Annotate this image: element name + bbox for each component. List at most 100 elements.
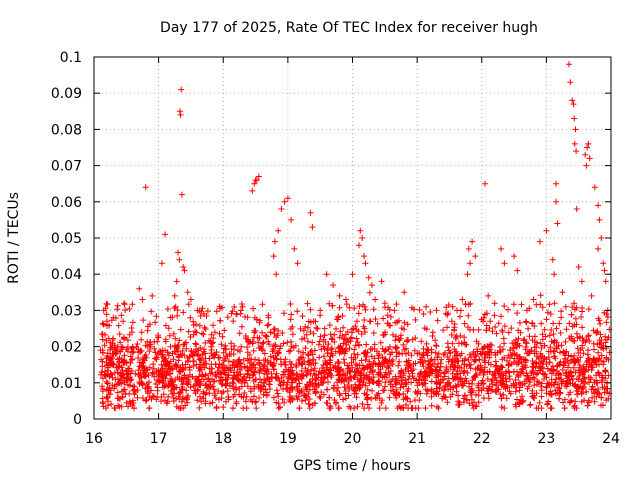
data-point — [321, 369, 328, 376]
data-point — [284, 195, 291, 202]
data-point — [516, 319, 523, 326]
data-point — [491, 312, 498, 319]
data-point — [321, 353, 327, 360]
data-point — [286, 389, 293, 396]
data-point — [251, 314, 258, 321]
x-tick-label: 19 — [279, 431, 297, 447]
data-point — [126, 390, 133, 397]
data-point — [184, 394, 190, 401]
data-point — [399, 404, 406, 411]
data-point — [408, 352, 415, 359]
data-point — [216, 303, 223, 310]
data-point — [162, 231, 169, 238]
data-point — [182, 402, 189, 409]
data-point — [177, 111, 184, 118]
data-point — [183, 380, 190, 387]
data-point — [416, 350, 423, 356]
data-point — [538, 320, 545, 327]
data-point — [413, 377, 420, 384]
data-point — [340, 356, 347, 363]
data-point — [376, 395, 383, 402]
data-point — [290, 371, 297, 378]
data-point — [183, 345, 190, 352]
data-point — [200, 388, 207, 395]
data-point — [99, 395, 106, 402]
data-point — [131, 391, 138, 398]
data-point — [452, 356, 459, 363]
data-point — [224, 353, 231, 359]
data-point — [256, 376, 263, 382]
y-axis-label: ROTI / TECUs — [6, 192, 22, 284]
data-point — [571, 140, 578, 147]
data-point — [347, 368, 354, 375]
data-point — [593, 393, 600, 400]
data-point — [421, 357, 428, 364]
data-point — [146, 394, 153, 401]
data-point — [556, 385, 563, 392]
data-point — [503, 395, 510, 402]
data-point — [99, 320, 106, 327]
data-point — [374, 348, 380, 355]
data-point — [167, 371, 174, 377]
data-point — [110, 361, 117, 368]
data-point — [149, 393, 156, 399]
data-point — [508, 325, 515, 332]
data-point — [261, 370, 268, 377]
data-point — [459, 296, 466, 303]
data-point — [180, 264, 187, 270]
data-point — [478, 316, 485, 323]
data-point — [603, 397, 610, 404]
data-point — [492, 363, 499, 370]
data-point — [564, 377, 570, 384]
data-point — [443, 364, 450, 371]
data-point — [464, 271, 471, 278]
data-point — [596, 355, 603, 362]
data-point — [354, 351, 361, 358]
data-point — [386, 306, 393, 313]
data-point — [321, 325, 328, 332]
data-point — [558, 342, 565, 349]
data-point — [537, 340, 544, 347]
data-point — [270, 354, 277, 361]
data-point — [445, 302, 452, 308]
data-point — [553, 376, 559, 383]
data-point — [121, 352, 128, 359]
data-point — [265, 314, 272, 321]
data-point — [584, 351, 591, 358]
data-point — [196, 356, 203, 363]
data-point — [112, 349, 119, 356]
data-point — [244, 383, 251, 390]
data-point — [208, 331, 215, 338]
data-point — [150, 365, 157, 372]
data-point — [273, 370, 280, 377]
data-point — [562, 338, 569, 345]
data-point — [382, 405, 389, 412]
data-point — [276, 378, 283, 385]
data-point — [135, 367, 142, 374]
data-point — [310, 360, 317, 367]
data-point — [343, 341, 350, 348]
data-point — [101, 342, 108, 349]
data-point — [227, 367, 234, 374]
data-point — [393, 333, 399, 340]
data-point — [179, 394, 186, 401]
data-point — [323, 271, 330, 278]
data-point — [244, 355, 251, 362]
data-point — [553, 344, 560, 350]
data-point — [178, 86, 185, 93]
data-point — [499, 375, 506, 382]
data-point — [106, 373, 113, 380]
data-point — [568, 333, 575, 340]
data-point — [414, 390, 421, 397]
data-point — [472, 391, 479, 398]
data-point — [527, 401, 534, 408]
data-point — [285, 375, 292, 382]
data-point — [520, 397, 527, 404]
data-point — [425, 371, 431, 378]
data-point — [554, 220, 561, 227]
data-point — [548, 370, 555, 377]
data-point — [238, 307, 244, 314]
data-point — [498, 395, 505, 402]
data-point — [352, 361, 359, 368]
data-point — [537, 350, 544, 357]
